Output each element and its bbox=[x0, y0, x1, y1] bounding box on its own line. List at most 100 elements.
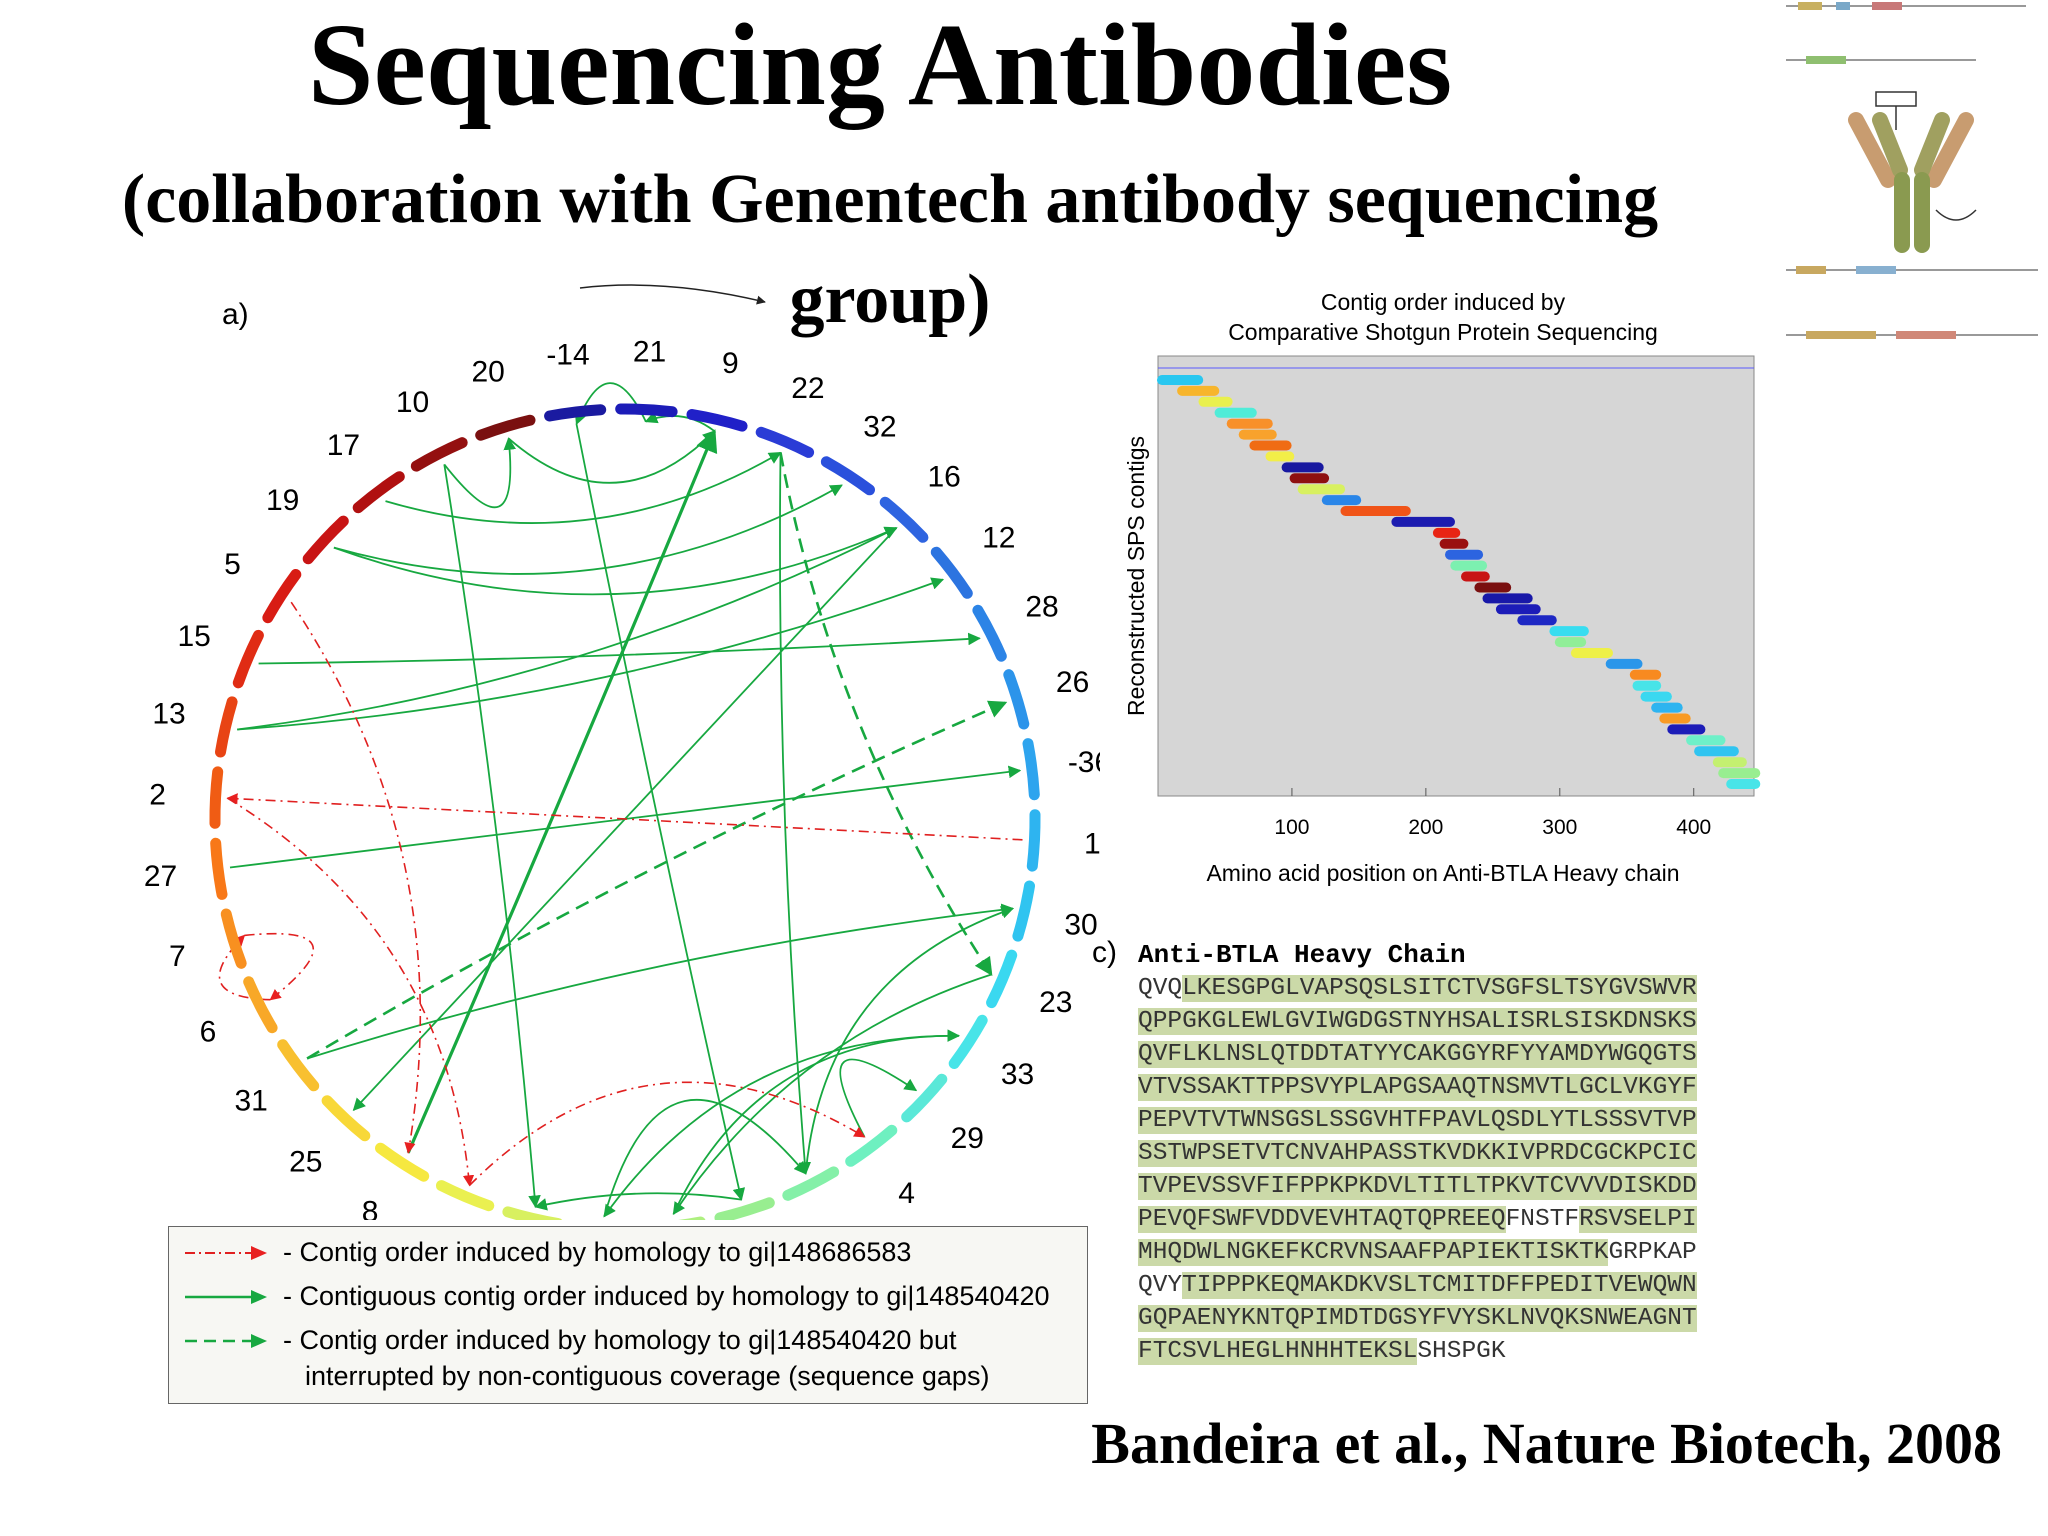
green-gap-link bbox=[779, 452, 993, 977]
uncovered-residues: SHSPGK bbox=[1417, 1338, 1506, 1365]
contig-segment bbox=[435, 1180, 495, 1212]
sequence-line: GQPAENYKNTQPIMDTDGSYFVYSKLNVQKSNWEAGNT bbox=[1138, 1302, 1697, 1335]
chart-y-label: Reconstructed SPS contigs bbox=[1123, 436, 1149, 716]
contig-label: 19 bbox=[266, 484, 299, 517]
contig-label: 22 bbox=[791, 372, 824, 405]
contig-segment bbox=[714, 1197, 775, 1220]
covered-residues: RSVSELPI bbox=[1579, 1206, 1697, 1233]
green-contiguous-link bbox=[804, 906, 1014, 1174]
x-tick-label: 100 bbox=[1274, 816, 1309, 839]
x-tick-label: 300 bbox=[1542, 816, 1577, 839]
green-contiguous-link bbox=[574, 382, 647, 426]
contig-label: 15 bbox=[178, 620, 211, 653]
green-gap-link bbox=[306, 700, 1008, 1060]
covered-residues: FTCSVLHEGLHNHHTEKSL bbox=[1138, 1338, 1418, 1365]
sps-contig-chart: b) Contig order induced by Comparative S… bbox=[1123, 289, 1761, 886]
contig-label: 27 bbox=[144, 860, 177, 893]
sequence-line: QPPGKGLEWLGVIWGDGSTNYHSALISRLSISKDNSKS bbox=[1138, 1005, 1697, 1038]
contig-segment bbox=[502, 1206, 563, 1220]
x-tick-label: 200 bbox=[1408, 816, 1443, 839]
covered-residues: MHQDWLNGKEFKCRVNSAAFPAPIEKTISKTK bbox=[1138, 1239, 1609, 1266]
sequence-line: QVQLKESGPGLVAPSQSLSITCTVSGFSLTSYGVSWVR bbox=[1138, 972, 1697, 1005]
covered-residues: TIPPPKEQMAKDKVSLTCMITDFFPEDITVEWQWN bbox=[1182, 1272, 1697, 1299]
sequence-line: QVYTIPPPKEQMAKDKVSLTCMITDFFPEDITVEWQWN bbox=[1138, 1269, 1697, 1302]
contig-circle-diagram: a) -14219223216122826-361302333294183524… bbox=[144, 284, 1100, 1220]
green-contiguous-link bbox=[534, 1192, 742, 1211]
contig-label: 31 bbox=[235, 1085, 268, 1118]
contig-segment bbox=[901, 1073, 948, 1123]
contig-label: 25 bbox=[289, 1145, 322, 1178]
contig-label: 29 bbox=[951, 1122, 984, 1155]
x-tick-label: 400 bbox=[1676, 816, 1711, 839]
contig-segment bbox=[948, 1014, 988, 1069]
contig-label: 28 bbox=[1025, 591, 1058, 624]
contig-label: 4 bbox=[898, 1177, 915, 1210]
green-contiguous-link bbox=[672, 973, 992, 1216]
chart-title-line1: Contig order induced by bbox=[1321, 289, 1566, 315]
green-contiguous-link bbox=[406, 429, 718, 1154]
green-contiguous-link bbox=[443, 437, 517, 509]
green-contiguous-link bbox=[385, 451, 782, 524]
sequence-line: SSTWPSETVTCNVAHPASSTKVDKKIVPRDCGCKPCIC bbox=[1138, 1137, 1697, 1170]
slide-subtitle: (collaboration with Genentech antibody s… bbox=[121, 161, 1659, 338]
legend-label-green-dashed: - Contig order induced by homology to gi… bbox=[283, 1325, 957, 1355]
covered-residues: SSTWPSETVTCNVAHPASSTKVDKKIVPRDCGCKPCIC bbox=[1138, 1140, 1697, 1167]
red-homology-link bbox=[244, 932, 315, 1001]
contig-segment bbox=[986, 949, 1018, 1009]
contig-segment bbox=[1022, 738, 1040, 801]
contig-segment bbox=[615, 403, 678, 418]
panel-c-label: c) bbox=[1092, 936, 1117, 969]
covered-residues: VTVSSAKTTPPSVYPLAPGSAAQTNSMVTLGCLVKGYF bbox=[1138, 1074, 1697, 1101]
green-contiguous-link bbox=[603, 1099, 807, 1217]
contig-label: 32 bbox=[863, 411, 896, 444]
green-contiguous-link bbox=[779, 452, 812, 1175]
panel-a-label: a) bbox=[222, 298, 249, 331]
plot-area bbox=[1157, 355, 1755, 797]
uncovered-residues: QVQ bbox=[1138, 975, 1183, 1002]
sequence-line: TVPEVSSVFIFPPKPKDVLTITLTPKVTCVVVDISKDD bbox=[1138, 1170, 1697, 1203]
legend-label-green-solid: - Contiguous contig order induced by hom… bbox=[283, 1281, 1050, 1311]
contig-label: 20 bbox=[472, 355, 505, 388]
contig-label: 21 bbox=[633, 336, 666, 369]
contig-segment bbox=[1012, 880, 1035, 942]
sequence-line: FTCSVLHEGLHNHHTEKSLSHSPGK bbox=[1138, 1335, 1697, 1368]
contig-segment bbox=[375, 1142, 430, 1182]
chart-title-line2: Comparative Shotgun Protein Sequencing bbox=[1228, 319, 1658, 345]
covered-residues: QPPGKGLEWLGVIWGDGSTNYHSALISRLSISKDNSKS bbox=[1138, 1008, 1697, 1035]
contig-segment bbox=[209, 766, 224, 829]
sequence-line: VTVSSAKTTPPSVYPLAPGSAAQTNSMVTLGCLVKGYF bbox=[1138, 1071, 1697, 1104]
covered-residues: QVFLKLNSLQTDDTATYYCAKGGYRFYYAMDYWGQGTS bbox=[1138, 1041, 1697, 1068]
green-contiguous-link bbox=[237, 577, 945, 731]
contig-segment bbox=[352, 471, 405, 514]
contig-segment bbox=[321, 1095, 371, 1142]
green-contiguous-link bbox=[237, 527, 898, 731]
contig-segment bbox=[210, 837, 228, 900]
covered-residues: TVPEVSSVFIFPPKPKDVLTITLTPKVTCVVVDISKDD bbox=[1138, 1173, 1697, 1200]
contig-label: 9 bbox=[722, 347, 739, 380]
red-homology-link bbox=[218, 934, 271, 1001]
contig-segment bbox=[220, 908, 247, 969]
red-dashdot-arrow-icon bbox=[185, 1246, 267, 1260]
contig-segment bbox=[879, 496, 929, 543]
contig-segment bbox=[1003, 669, 1030, 730]
uncovered-residues: GRPKAP bbox=[1608, 1239, 1697, 1266]
covered-residues: PEVQFSWFVDDVEVHTAQTQPREEQ bbox=[1138, 1206, 1506, 1233]
sequence-line: QVFLKLNSLQTDDTATYYCAKGGYRFYYAMDYWGQGTS bbox=[1138, 1038, 1697, 1071]
heavy-chain-sequence: QVQLKESGPGLVAPSQSLSITCTVSGFSLTSYGVSWVR QP… bbox=[1138, 972, 1697, 1368]
contig-segment bbox=[755, 426, 815, 458]
contig-label: 30 bbox=[1064, 908, 1097, 941]
covered-residues: PEPVTVTWNSGSLSSGVHTFPAVLQSDLYTLSSSVTVP bbox=[1138, 1107, 1697, 1134]
slide-title: Sequencing Antibodies bbox=[307, 0, 1453, 130]
contig-label: 16 bbox=[928, 461, 961, 494]
contig-label: 5 bbox=[224, 548, 241, 581]
contig-label: -14 bbox=[546, 339, 589, 372]
green-solid-arrow-icon bbox=[185, 1290, 267, 1304]
contig-label: 2 bbox=[149, 779, 166, 812]
contig-label: 13 bbox=[152, 698, 185, 731]
chart-x-label: Amino acid position on Anti-BTLA Heavy c… bbox=[1206, 860, 1679, 886]
contig-segment bbox=[845, 1124, 898, 1167]
red-homology-link bbox=[290, 601, 422, 1154]
contig-segment bbox=[782, 1166, 840, 1201]
covered-residues: GQPAENYKNTQPIMDTDGSYFVYSKLNVQKSNWEAGNT bbox=[1138, 1305, 1697, 1332]
green-contiguous-link bbox=[508, 430, 716, 484]
